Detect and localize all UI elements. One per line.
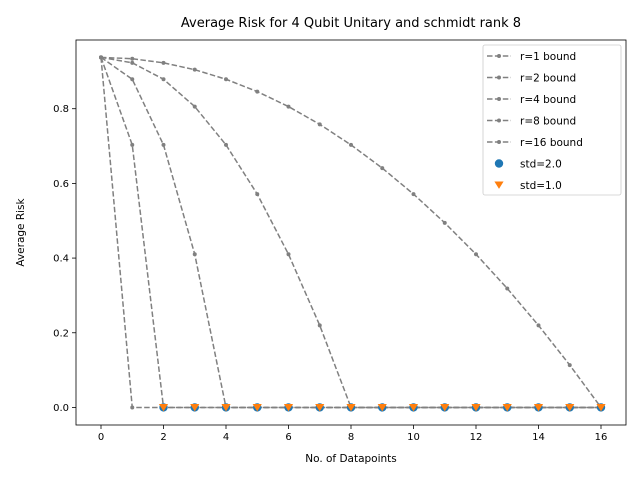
data-point <box>192 104 197 109</box>
legend: r=1 bound r=2 bound r=4 bound r=8 bound r=16… <box>482 44 622 196</box>
x-tick-label: 6 <box>285 432 291 443</box>
data-point <box>315 403 325 412</box>
legend-entry: r=4 bound <box>487 94 576 106</box>
x-tick-label: 2 <box>160 432 166 443</box>
data-point <box>471 403 481 412</box>
data-point <box>192 67 197 72</box>
data-point <box>130 60 135 65</box>
legend-label: r=1 bound <box>520 51 576 63</box>
x-tick-label: 4 <box>223 432 229 443</box>
data-point <box>130 56 135 61</box>
data-point <box>408 403 419 412</box>
legend-label: r=2 bound <box>520 73 576 85</box>
legend-marker <box>497 75 501 80</box>
legend-entry: r=16 bound <box>487 137 583 149</box>
data-point <box>158 403 169 412</box>
data-point <box>474 252 478 257</box>
series-r-16-bound <box>99 55 603 410</box>
x-tick-label: 0 <box>98 432 104 443</box>
data-point <box>596 403 606 412</box>
y-axis-label: Average Risk <box>15 197 27 266</box>
x-tick-label: 10 <box>407 432 420 443</box>
series-line <box>100 56 601 409</box>
data-point <box>283 403 294 412</box>
data-point <box>317 323 322 328</box>
x-tick-label: 12 <box>470 432 483 443</box>
x-axis-label: No. of Datapoints <box>305 453 397 465</box>
y-tick-label: 0.6 <box>53 179 69 190</box>
y-axis-ticks: 0.0 0.2 0.4 0.6 0.8 <box>53 104 76 414</box>
legend-marker <box>494 159 504 168</box>
data-point <box>533 403 544 412</box>
legend-entry: r=2 bound <box>487 73 576 85</box>
legend-marker <box>494 181 504 189</box>
series-std-1-0 <box>158 403 606 412</box>
legend-marker <box>497 118 501 123</box>
data-point <box>317 122 322 127</box>
chart-title: Average Risk for 4 Qubit Unitary and sch… <box>181 16 521 31</box>
legend-label: r=16 bound <box>520 137 583 149</box>
data-point <box>161 77 166 82</box>
data-point <box>505 286 510 291</box>
data-point <box>380 166 385 171</box>
data-point <box>130 142 135 147</box>
legend-entry: r=1 bound <box>487 51 576 63</box>
data-point <box>130 77 135 82</box>
data-point <box>252 403 262 412</box>
legend-marker <box>497 54 501 58</box>
data-point <box>536 323 541 328</box>
data-point <box>567 363 572 368</box>
data-point <box>161 142 166 147</box>
plot-area <box>99 55 606 412</box>
legend-label: std=2.0 <box>520 159 562 171</box>
legend-entry: r=8 bound <box>487 116 576 128</box>
data-point <box>224 77 228 82</box>
data-point <box>255 89 260 94</box>
y-tick-label: 0.8 <box>53 104 69 115</box>
data-point <box>192 252 197 257</box>
data-point <box>411 192 416 197</box>
data-point <box>255 192 260 197</box>
x-tick-label: 8 <box>348 432 354 443</box>
data-point <box>286 252 291 257</box>
legend-marker <box>497 140 501 144</box>
data-point <box>502 403 512 412</box>
data-point <box>442 220 447 225</box>
data-point <box>221 403 231 412</box>
legend-label: std=1.0 <box>520 180 562 192</box>
y-tick-label: 0.2 <box>53 328 69 339</box>
data-point <box>130 405 135 410</box>
data-point <box>99 55 103 60</box>
data-point <box>224 142 228 147</box>
x-tick-label: 16 <box>595 432 608 443</box>
data-point <box>190 403 200 412</box>
x-tick-label: 14 <box>532 432 545 443</box>
legend-box <box>482 44 622 196</box>
y-tick-label: 0.0 <box>53 403 69 414</box>
data-point <box>565 403 575 412</box>
data-point <box>161 60 166 65</box>
y-tick-label: 0.4 <box>53 254 69 265</box>
legend-marker <box>497 97 501 101</box>
x-axis-ticks: 0 2 4 6 8 10 12 14 16 <box>98 425 608 443</box>
data-point <box>346 403 356 412</box>
legend-entry: std=2.0 <box>494 159 562 171</box>
data-point <box>286 104 291 109</box>
data-point <box>377 403 387 412</box>
legend-entry: std=1.0 <box>494 180 562 192</box>
legend-label: r=4 bound <box>520 94 576 106</box>
data-point <box>440 403 450 412</box>
legend-label: r=8 bound <box>520 116 576 128</box>
data-point <box>349 142 353 147</box>
